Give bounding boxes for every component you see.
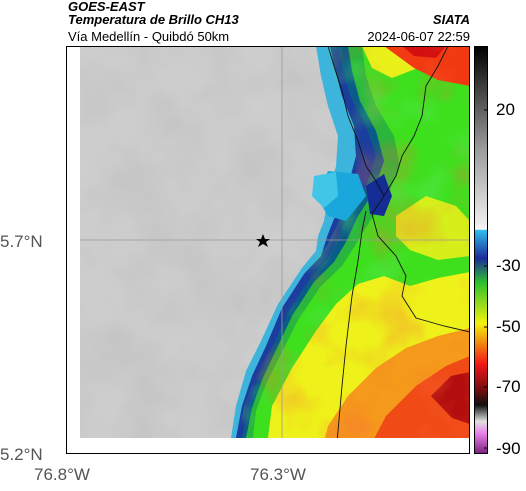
lon-label-76.8: 76.8°W <box>34 465 90 484</box>
satellite-name: GOES-EAST <box>68 0 145 14</box>
colorbar-tick: -90 <box>496 439 521 458</box>
lat-label-5.2: 5.2°N <box>0 445 43 464</box>
colorbar-tick: 20 <box>496 100 515 119</box>
timestamp: 2024-06-07 22:59 <box>367 29 470 44</box>
colorbar-tick: -30 <box>496 256 521 275</box>
star-icon <box>256 234 270 247</box>
colorbar-tick: -70 <box>496 377 521 396</box>
lon-label-76.3: 76.3°W <box>250 465 306 484</box>
lat-label-5.7: 5.7°N <box>0 232 43 251</box>
colorbar-tick: -50 <box>496 317 521 336</box>
agency-label: SIATA <box>432 12 470 27</box>
region-subtitle: Vía Medellín - Quibdó 50km <box>68 29 230 44</box>
product-title: Temperatura de Brillo CH13 <box>68 12 239 27</box>
brightness-temperature-map <box>66 46 470 454</box>
colorbar <box>474 46 488 454</box>
